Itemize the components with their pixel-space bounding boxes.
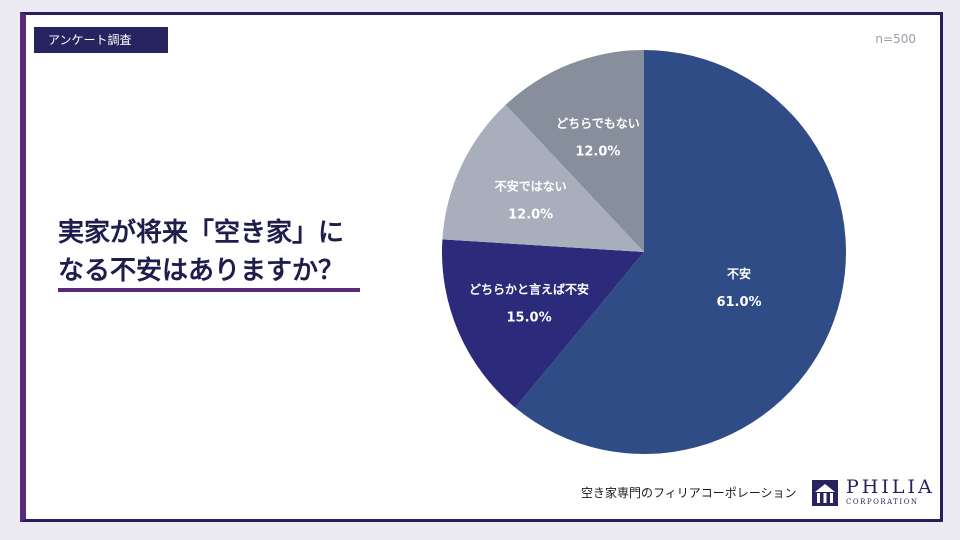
slice-value-3: 12.0% <box>575 145 620 160</box>
logo-wordmark: PHILIA <box>846 476 935 498</box>
slice-value-1: 15.0% <box>507 311 552 326</box>
logo-subtitle: CORPORATION <box>846 498 919 506</box>
slice-label-2: 不安ではない <box>495 179 567 194</box>
slice-label-0: 不安 <box>727 266 751 281</box>
pie-slice-0 <box>515 50 846 454</box>
heading-underline <box>58 288 360 292</box>
pie-slice-1 <box>441 239 644 408</box>
philia-logo-icon <box>812 480 838 506</box>
company-caption: 空き家専門のフィリアコーポレーション <box>581 486 797 500</box>
slice-label-3: どちらでもない <box>556 117 640 131</box>
survey-tag-label: アンケート調査 <box>48 33 132 47</box>
pie-slice-3 <box>505 50 644 252</box>
sample-size-label: n=500 <box>875 32 916 46</box>
slice-value-0: 61.0% <box>716 295 761 310</box>
slice-value-2: 12.0% <box>508 208 553 223</box>
question-line-2: なる不安はありますか？ <box>58 256 345 286</box>
slice-label-1: どちらかと言えば不安 <box>469 282 589 297</box>
survey-tag: アンケート調査 <box>34 27 168 53</box>
question-line-1: 実家が将来「空き家」に <box>58 218 345 248</box>
pie-slice-2 <box>442 104 644 252</box>
question-heading: 実家が将来「空き家」に なる不安はありますか？ <box>58 214 378 290</box>
